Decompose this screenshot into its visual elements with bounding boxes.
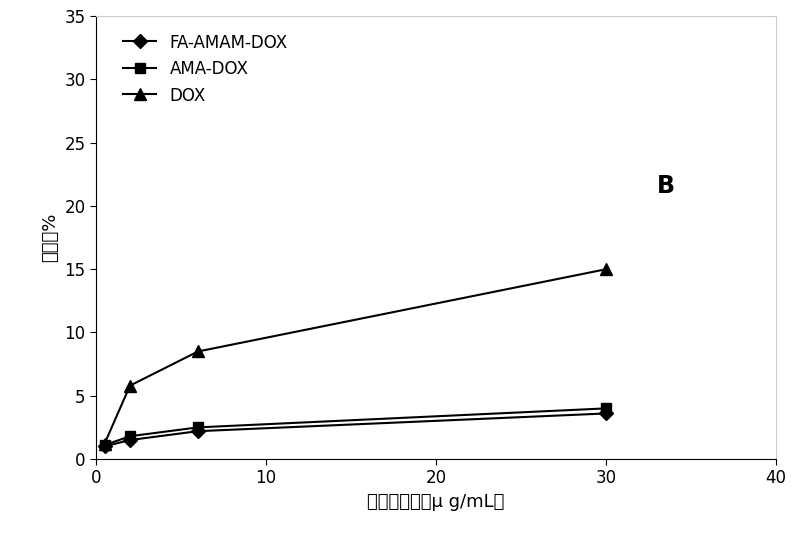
- Line: FA-AMAM-DOX: FA-AMAM-DOX: [100, 409, 611, 451]
- AMA-DOX: [125, 433, 134, 440]
- DOX: [125, 382, 134, 389]
- DOX: [100, 441, 110, 447]
- AMA-DOX: [602, 405, 611, 411]
- DOX: [194, 348, 203, 355]
- FA-AMAM-DOX: [602, 410, 611, 417]
- X-axis label: 阳霊素浓度（μ g/mL）: 阳霊素浓度（μ g/mL）: [367, 493, 505, 511]
- Line: AMA-DOX: AMA-DOX: [100, 403, 611, 450]
- Y-axis label: 抑制率%: 抑制率%: [41, 213, 59, 262]
- AMA-DOX: [100, 442, 110, 448]
- FA-AMAM-DOX: [100, 443, 110, 450]
- AMA-DOX: [194, 424, 203, 430]
- Line: DOX: DOX: [99, 264, 611, 449]
- DOX: [602, 266, 611, 273]
- FA-AMAM-DOX: [125, 437, 134, 443]
- Text: B: B: [657, 174, 675, 198]
- Legend: FA-AMAM-DOX, AMA-DOX, DOX: FA-AMAM-DOX, AMA-DOX, DOX: [118, 29, 293, 110]
- FA-AMAM-DOX: [194, 428, 203, 434]
